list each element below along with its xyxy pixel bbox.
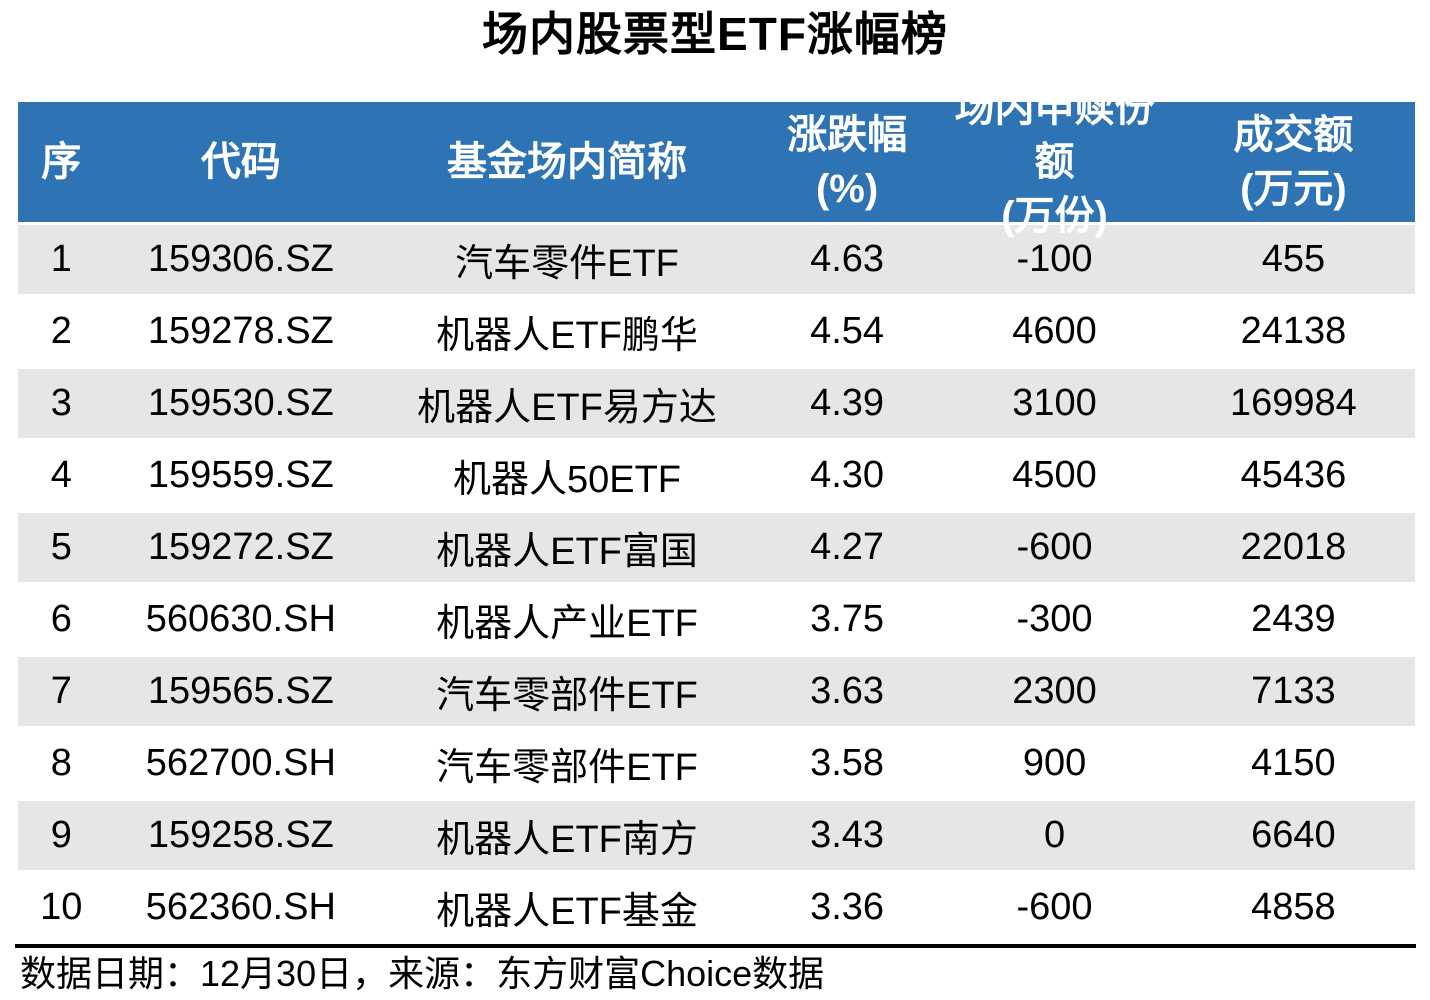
cell-change: 4.54 — [810, 310, 885, 352]
cell-rank: 5 — [50, 526, 72, 568]
footer-divider — [15, 944, 1416, 948]
cell-flow: -600 — [1016, 886, 1093, 928]
cell-name: 机器人ETF基金 — [436, 891, 698, 933]
cell-name: 机器人ETF易方达 — [417, 387, 717, 429]
column-header-label: 序 — [41, 140, 82, 184]
cell-name: 汽车零件ETF — [455, 243, 679, 285]
table-row: 7 159565.SZ 汽车零部件ETF 3.63 2300 7133 — [18, 657, 1415, 729]
cell-turnover: 7133 — [1251, 670, 1336, 712]
cell-code: 562360.SH — [145, 886, 336, 928]
cell-rank: 2 — [50, 310, 72, 352]
cell-name: 机器人ETF鹏华 — [436, 315, 698, 357]
cell-flow: -600 — [1016, 526, 1093, 568]
cell-change: 4.39 — [810, 382, 885, 424]
column-header-label: 成交额 — [1233, 113, 1354, 157]
cell-code: 562700.SH — [145, 742, 336, 784]
column-header-label: 基金场内简称 — [447, 140, 687, 184]
cell-flow: 0 — [1043, 814, 1066, 856]
table-row: 3 159530.SZ 机器人ETF易方达 4.39 3100 169984 — [18, 369, 1415, 441]
cell-change: 3.36 — [810, 886, 885, 928]
table-row: 4 159559.SZ 机器人50ETF 4.30 4500 45436 — [18, 441, 1415, 513]
cell-flow: 4500 — [1012, 454, 1097, 496]
cell-name: 机器人ETF富国 — [436, 531, 698, 573]
column-header-flow: 场内申赎份额 (万份) — [937, 86, 1172, 238]
column-header-unit: (%) — [815, 167, 879, 211]
cell-change: 3.75 — [810, 598, 885, 640]
table-row: 5 159272.SZ 机器人ETF富国 4.27 -600 22018 — [18, 513, 1415, 585]
cell-code: 159530.SZ — [147, 382, 334, 424]
table-row: 6 560630.SH 机器人产业ETF 3.75 -300 2439 — [18, 585, 1415, 657]
cell-code: 159565.SZ — [147, 670, 334, 712]
cell-turnover: 4858 — [1251, 886, 1336, 928]
cell-name: 机器人产业ETF — [436, 603, 698, 645]
cell-code: 159559.SZ — [147, 454, 334, 496]
table-row: 9 159258.SZ 机器人ETF南方 3.43 0 6640 — [18, 801, 1415, 873]
table-row: 2 159278.SZ 机器人ETF鹏华 4.54 4600 24138 — [18, 297, 1415, 369]
table-row: 8 562700.SH 汽车零部件ETF 3.58 900 4150 — [18, 729, 1415, 801]
cell-change: 3.58 — [810, 742, 885, 784]
column-header-turnover: 成交额 (万元) — [1172, 102, 1415, 222]
cell-turnover: 455 — [1261, 238, 1326, 280]
cell-rank: 3 — [50, 382, 72, 424]
cell-turnover: 45436 — [1240, 454, 1347, 496]
cell-change: 3.63 — [810, 670, 885, 712]
cell-change: 4.63 — [810, 238, 885, 280]
column-header-label: 场内申赎份额 — [954, 86, 1155, 184]
cell-rank: 9 — [50, 814, 72, 856]
column-header-label: 涨跌幅 — [787, 113, 908, 157]
column-header-name: 基金场内简称 — [377, 102, 757, 222]
cell-flow: 2300 — [1012, 670, 1097, 712]
cell-turnover: 2439 — [1251, 598, 1336, 640]
cell-name: 机器人50ETF — [452, 459, 682, 501]
column-header-unit: (万份) — [1001, 194, 1108, 238]
column-header-change: 涨跌幅 (%) — [757, 102, 937, 222]
cell-turnover: 6640 — [1251, 814, 1336, 856]
cell-rank: 1 — [50, 238, 72, 280]
cell-flow: 900 — [1022, 742, 1087, 784]
table-row: 10 562360.SH 机器人ETF基金 3.36 -600 4858 — [18, 873, 1415, 945]
data-source-note: 数据日期：12月30日，来源：东方财富Choice数据 — [20, 953, 825, 994]
cell-name: 汽车零部件ETF — [436, 675, 698, 717]
cell-turnover: 169984 — [1230, 382, 1357, 424]
cell-turnover: 4150 — [1251, 742, 1336, 784]
column-header-unit: (万元) — [1240, 167, 1347, 211]
cell-code: 159278.SZ — [147, 310, 334, 352]
cell-flow: -100 — [1016, 238, 1093, 280]
column-header-label: 代码 — [200, 140, 281, 184]
cell-flow: 4600 — [1012, 310, 1097, 352]
cell-change: 3.43 — [810, 814, 885, 856]
cell-code: 159306.SZ — [147, 238, 334, 280]
cell-rank: 6 — [50, 598, 72, 640]
table-row: 1 159306.SZ 汽车零件ETF 4.63 -100 455 — [18, 225, 1415, 297]
cell-rank: 7 — [50, 670, 72, 712]
page-title: 场内股票型ETF涨幅榜 — [482, 8, 948, 60]
etf-table: 序 代码 基金场内简称 涨跌幅 (%) 场内申赎份额 (万份) 成交额 (万元) 1 159306… — [18, 86, 1415, 945]
column-header-code: 代码 — [105, 102, 377, 222]
cell-name: 机器人ETF南方 — [436, 819, 698, 861]
cell-change: 4.30 — [810, 454, 885, 496]
cell-flow: 3100 — [1012, 382, 1097, 424]
cell-flow: -300 — [1016, 598, 1093, 640]
column-header-rank: 序 — [18, 102, 105, 222]
cell-rank: 10 — [40, 886, 83, 928]
table-body: 1 159306.SZ 汽车零件ETF 4.63 -100 455 2 159278.SZ 机器… — [18, 225, 1415, 945]
cell-code: 159258.SZ — [147, 814, 334, 856]
cell-code: 560630.SH — [145, 598, 336, 640]
cell-turnover: 22018 — [1240, 526, 1347, 568]
cell-rank: 8 — [50, 742, 72, 784]
cell-rank: 4 — [50, 454, 72, 496]
cell-turnover: 24138 — [1240, 310, 1347, 352]
cell-code: 159272.SZ — [147, 526, 334, 568]
table-header-row: 序 代码 基金场内简称 涨跌幅 (%) 场内申赎份额 (万份) 成交额 (万元) — [18, 86, 1415, 238]
cell-name: 汽车零部件ETF — [436, 747, 698, 789]
cell-change: 4.27 — [810, 526, 885, 568]
